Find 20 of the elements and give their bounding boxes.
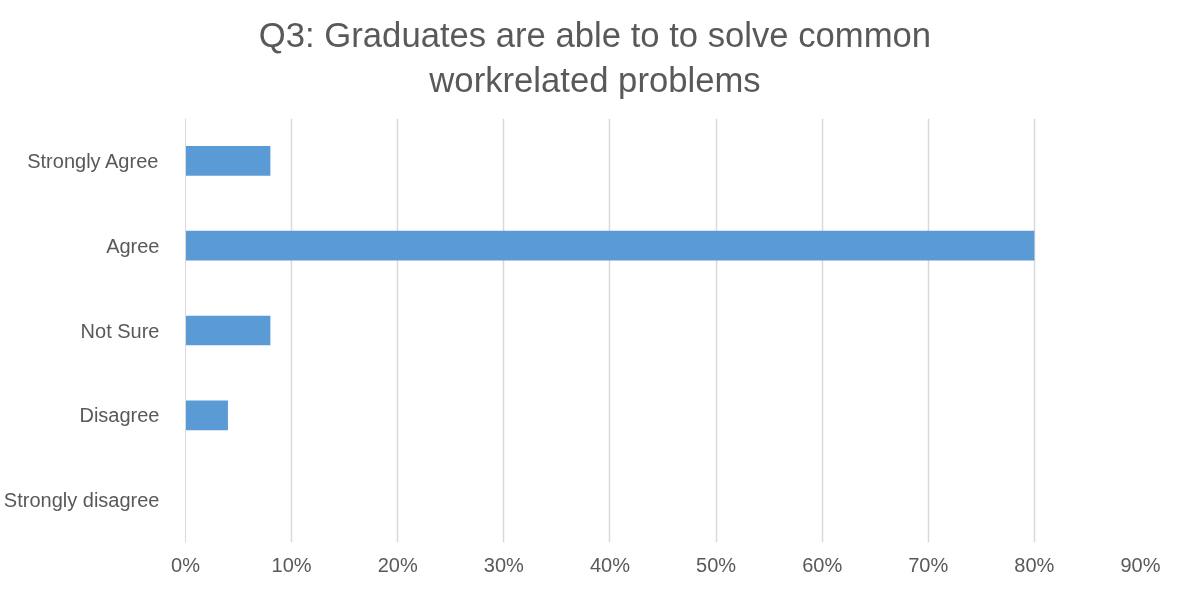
x-tick-label: 60% — [802, 553, 843, 576]
bar — [185, 315, 271, 346]
x-tick-label: 80% — [1014, 553, 1055, 576]
x-tick-label: 20% — [377, 553, 418, 576]
y-tick-label: Strongly disagree — [3, 489, 160, 512]
bar — [185, 400, 228, 431]
y-tick-label: Agree — [106, 234, 160, 257]
x-tick-label: 50% — [696, 553, 737, 576]
x-tick-label: 0% — [171, 553, 201, 576]
x-tick-label: 30% — [483, 553, 525, 576]
y-tick-label: Not Sure — [80, 319, 160, 342]
bar — [185, 146, 271, 176]
bar — [185, 230, 1035, 261]
y-tick-label: Strongly Agree — [27, 150, 159, 173]
x-tick-label: 40% — [589, 553, 631, 576]
chart-title: Q3: Graduates are able to to solve common workrelated problems — [257, 15, 933, 102]
y-tick-label: Disagree — [79, 404, 160, 427]
x-tick-label: 90% — [1120, 553, 1161, 576]
x-tick-label: 70% — [908, 553, 949, 576]
x-tick-label: 10% — [271, 553, 312, 576]
